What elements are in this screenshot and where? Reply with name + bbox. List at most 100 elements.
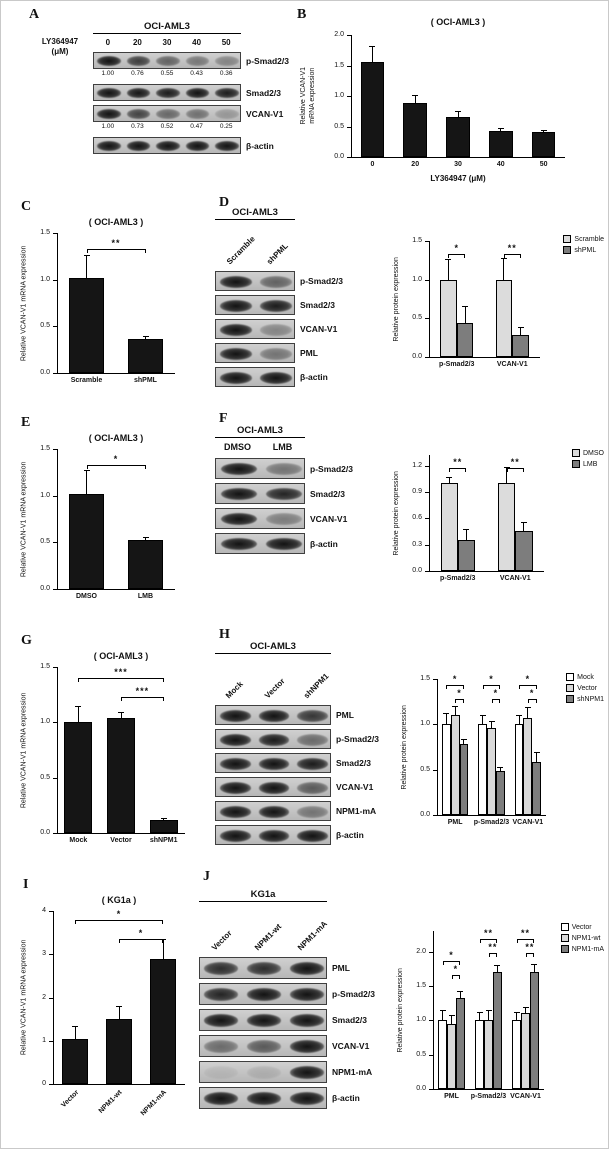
error-bar — [496, 965, 498, 973]
y-tick-label: 2.0 — [416, 947, 426, 955]
y-tick-label: 0.0 — [412, 567, 422, 574]
error-bar — [86, 470, 87, 494]
error-bar-cap — [455, 111, 461, 113]
blot-strip — [215, 801, 331, 821]
y-tick-label: 0.6 — [412, 514, 422, 522]
panel-label-f: F — [219, 411, 228, 426]
protein-band — [246, 1014, 282, 1028]
x-category-label: DMSO — [76, 593, 97, 600]
x-axis-line — [57, 373, 175, 374]
protein-band — [156, 141, 180, 152]
protein-band — [219, 758, 251, 770]
x-category-label: VCAN-V1 — [512, 819, 544, 826]
x-category-label: PML — [447, 819, 463, 826]
x-category-label: LMB — [137, 593, 154, 600]
protein-band — [265, 513, 302, 526]
x-category-label: 50 — [539, 161, 548, 168]
error-bar — [454, 706, 456, 716]
blot-row-label: PML — [300, 348, 318, 358]
lane-label: shPML — [264, 241, 290, 267]
bar — [149, 819, 178, 833]
legend-swatch — [566, 673, 575, 681]
y-axis-line — [57, 667, 58, 834]
sig-bracket-end — [86, 464, 88, 469]
error-bar-cap — [524, 707, 531, 709]
error-bar — [523, 521, 525, 531]
legend-swatch — [566, 684, 575, 692]
blot-strip — [215, 705, 331, 725]
protein-band — [265, 488, 302, 501]
sig-bracket-end — [479, 939, 481, 944]
sig-bracket-end — [449, 468, 451, 473]
blot-strip — [215, 508, 305, 529]
x-category-label: NPM1-wt — [98, 1089, 124, 1115]
blot-strip — [215, 367, 295, 387]
panel-label-c: C — [21, 199, 32, 214]
error-bar-cap — [142, 536, 149, 538]
lane-label: 20 — [132, 38, 142, 47]
sig-label: ** — [488, 941, 498, 952]
legend-swatch — [560, 923, 569, 931]
sig-label: * — [489, 674, 494, 685]
protein-band — [219, 734, 251, 746]
y-tick — [425, 491, 429, 493]
lane-label: NPM1-wt — [252, 922, 284, 953]
protein-band — [156, 56, 180, 67]
protein-band — [246, 1040, 282, 1054]
error-bar-cap — [522, 1006, 529, 1008]
bar — [512, 334, 529, 357]
protein-band — [289, 962, 324, 976]
protein-band — [156, 109, 180, 120]
x-category-label: 0 — [370, 161, 375, 168]
protein-band — [215, 88, 240, 99]
sig-bracket-end — [519, 685, 521, 690]
y-tick-label: 0.0 — [40, 829, 50, 836]
y-tick — [53, 589, 57, 590]
treatment-label: LY364947 (μM) — [41, 37, 79, 57]
sig-bracket-end — [78, 678, 80, 683]
y-axis-label: Relative protein expression — [393, 931, 409, 1089]
bar — [523, 717, 533, 815]
blot-strip — [215, 533, 305, 554]
error-bar — [464, 305, 466, 323]
panel-j-bar-chart: Relative protein expression 0.0 0.5 1.0 1.5 2… — [393, 915, 606, 1111]
protein-band — [156, 88, 180, 99]
y-tick-label: 0.0 — [40, 585, 50, 592]
band-quantification: 0.73 — [131, 123, 144, 130]
error-bar-cap — [118, 712, 124, 714]
blot-row-label: p-Smad2/3 — [310, 463, 353, 474]
protein-band — [220, 324, 252, 336]
sig-bracket-end — [446, 685, 448, 690]
band-quantification: 0.52 — [160, 123, 174, 130]
protein-band — [220, 372, 252, 384]
protein-band — [289, 1066, 324, 1080]
y-tick — [433, 724, 437, 726]
bar — [68, 277, 105, 373]
error-bar — [491, 720, 492, 728]
sig-label: ** — [510, 457, 520, 468]
y-tick — [429, 1020, 433, 1022]
blot-strip — [215, 825, 331, 845]
bar — [492, 972, 502, 1089]
bar — [64, 722, 93, 833]
blot-row-label: NPM1-mA — [336, 806, 377, 816]
error-bar-cap — [116, 1006, 122, 1008]
y-tick — [425, 279, 429, 281]
band-quantification: 0.36 — [219, 70, 233, 77]
lane-label: Mock — [224, 679, 246, 701]
blot-strip — [93, 137, 241, 154]
error-bar — [479, 1012, 481, 1021]
error-bar — [445, 713, 447, 725]
protein-band — [246, 962, 282, 976]
x-category-label: 30 — [454, 161, 462, 168]
y-tick-label: 1.5 — [420, 675, 430, 682]
sig-bracket — [491, 698, 501, 700]
bar — [442, 724, 451, 815]
error-bar — [457, 111, 459, 118]
error-bar-cap — [443, 713, 450, 715]
sig-bracket — [78, 678, 164, 680]
sig-label: *** — [114, 667, 128, 678]
protein-band — [297, 806, 329, 818]
y-tick-label: 1.0 — [40, 275, 50, 283]
bar — [498, 483, 516, 571]
